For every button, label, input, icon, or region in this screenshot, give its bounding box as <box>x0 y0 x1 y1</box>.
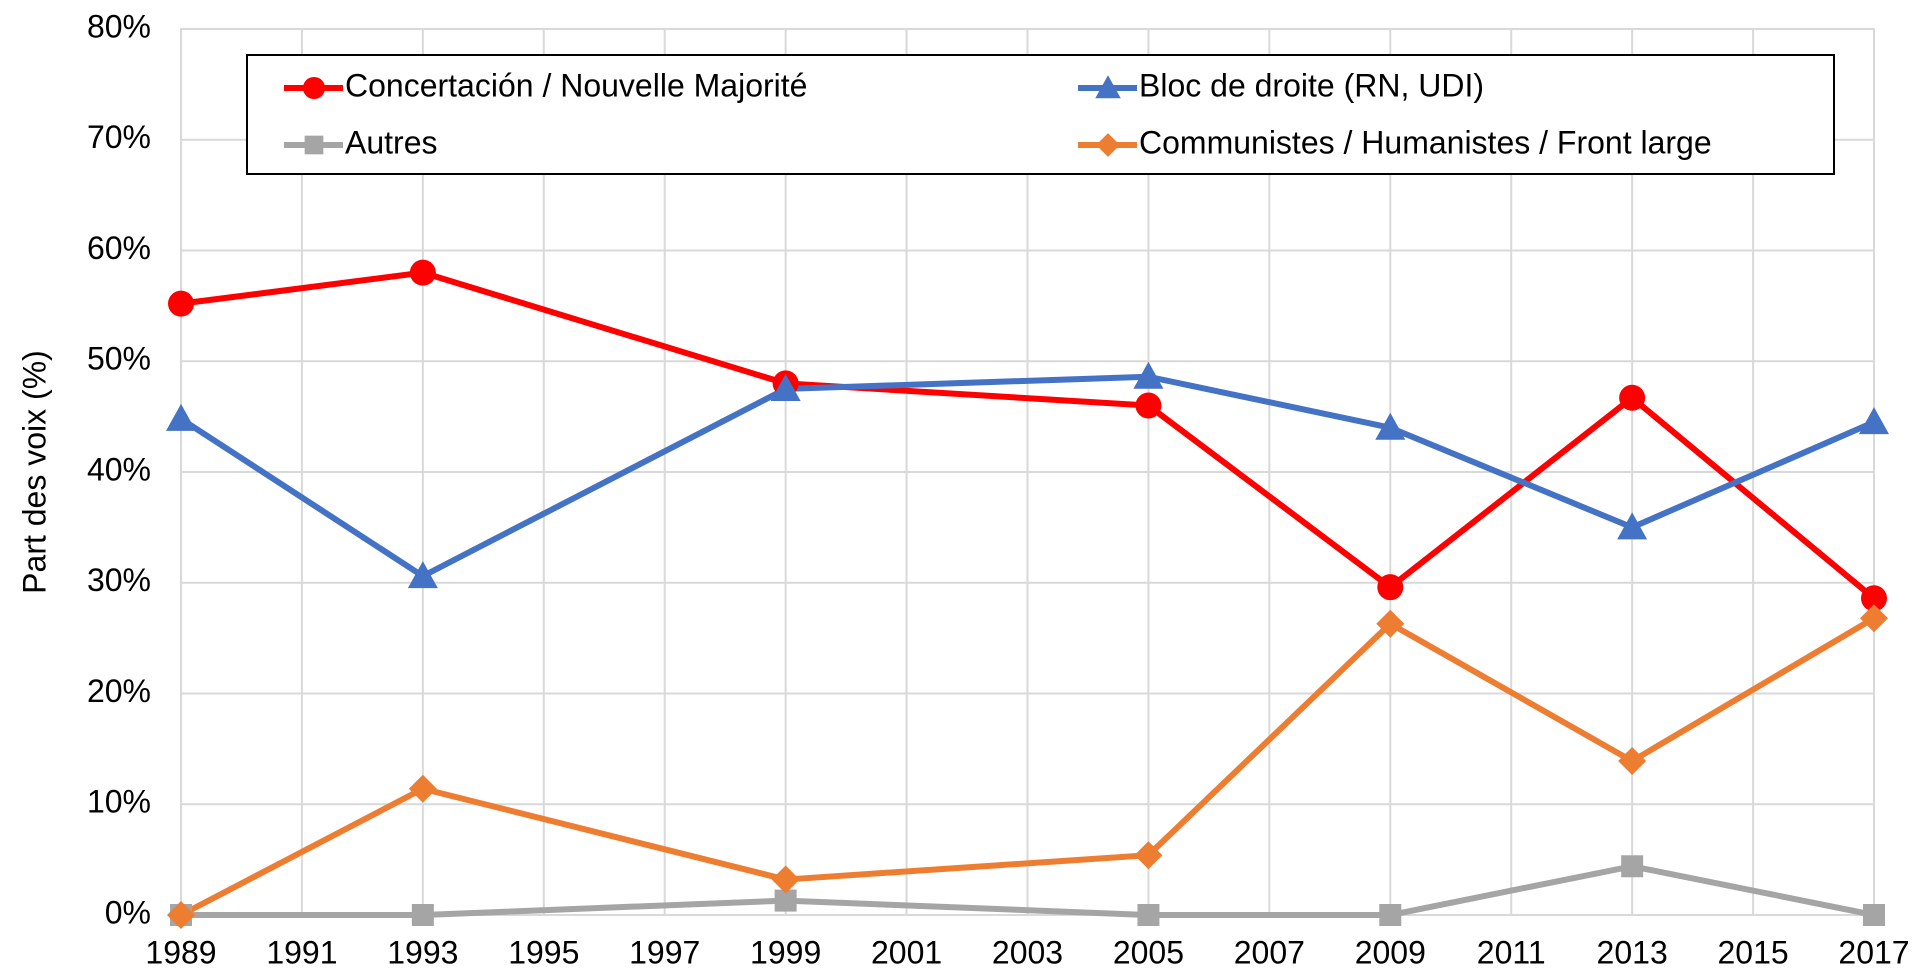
legend-marker <box>1095 75 1121 99</box>
x-tick-label: 2005 <box>1113 934 1184 970</box>
y-tick-label: 60% <box>87 230 151 266</box>
marker <box>1379 904 1402 926</box>
y-tick-label: 20% <box>87 673 151 709</box>
x-tick-label: 2017 <box>1838 934 1909 970</box>
marker <box>1619 384 1646 411</box>
x-tick-label: 1991 <box>266 934 337 970</box>
x-tick-label: 2007 <box>1234 934 1305 970</box>
marker <box>407 561 438 589</box>
y-tick-label: 80% <box>87 8 151 44</box>
x-tick-label: 2013 <box>1597 934 1668 970</box>
x-tick-label: 2003 <box>992 934 1063 970</box>
marker <box>167 901 195 929</box>
y-tick-label: 50% <box>87 341 151 377</box>
x-tick-label: 2009 <box>1355 934 1426 970</box>
marker <box>1860 604 1888 633</box>
x-tick-label: 1995 <box>508 934 579 970</box>
legend-marker <box>1096 133 1120 157</box>
marker <box>1137 904 1160 926</box>
y-axis-label: Part des voix (%) <box>16 350 52 594</box>
marker <box>1134 841 1163 870</box>
y-tick-label: 40% <box>87 451 151 487</box>
marker <box>774 889 797 912</box>
marker <box>1617 512 1648 540</box>
legend-label: Bloc de droite (RN, UDI) <box>1139 67 1484 103</box>
marker <box>1133 361 1164 389</box>
marker <box>1135 392 1162 419</box>
marker <box>166 403 196 431</box>
marker <box>1375 412 1406 440</box>
marker <box>168 290 194 317</box>
marker <box>1863 904 1885 926</box>
y-tick-label: 0% <box>105 894 151 930</box>
y-tick-label: 70% <box>87 119 151 155</box>
x-tick-label: 2015 <box>1717 934 1788 970</box>
marker <box>411 904 434 926</box>
x-tick-label: 1989 <box>145 934 216 970</box>
legend-label: Communistes / Humanistes / Front large <box>1139 124 1712 160</box>
y-tick-label: 10% <box>87 784 151 820</box>
marker <box>1621 855 1644 878</box>
marker <box>409 259 436 286</box>
y-tick-label: 30% <box>87 562 151 598</box>
plot-border <box>180 28 1875 916</box>
marker <box>1859 407 1889 435</box>
marker <box>1376 609 1405 638</box>
marker <box>1618 747 1647 776</box>
marker <box>1377 574 1404 601</box>
marker <box>771 865 800 894</box>
x-tick-label: 2001 <box>871 934 942 970</box>
legend-label: Autres <box>345 124 437 160</box>
marker <box>408 774 437 803</box>
marker <box>770 373 801 401</box>
x-tick-label: 1993 <box>387 934 458 970</box>
legend-label: Concertación / Nouvelle Majorité <box>345 67 807 103</box>
x-tick-label: 1999 <box>750 934 821 970</box>
legend-box <box>246 54 1835 175</box>
legend-marker <box>302 76 326 100</box>
legend-marker <box>304 135 324 155</box>
marker <box>1861 585 1887 612</box>
x-tick-label: 2011 <box>1477 934 1546 970</box>
x-tick-label: 1997 <box>629 934 700 970</box>
